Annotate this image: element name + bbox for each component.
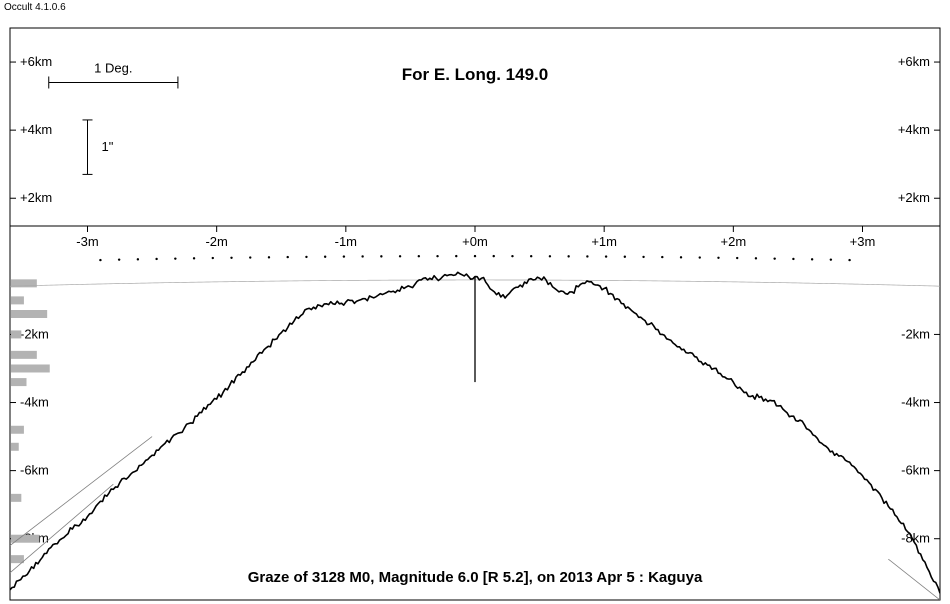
chart-title: For E. Long. 149.0 (402, 65, 548, 84)
svg-text:+2km: +2km (20, 190, 52, 205)
svg-text:+3m: +3m (850, 234, 876, 249)
svg-text:-1m: -1m (335, 234, 357, 249)
svg-text:-2km: -2km (901, 326, 930, 341)
svg-text:+6km: +6km (20, 54, 52, 69)
svg-text:+6km: +6km (898, 54, 930, 69)
svg-text:-4km: -4km (20, 395, 49, 410)
svg-text:+2m: +2m (721, 234, 747, 249)
svg-text:+1m: +1m (591, 234, 617, 249)
svg-text:+0m: +0m (462, 234, 488, 249)
svg-text:+2km: +2km (898, 190, 930, 205)
app-version: Occult 4.1.0.6 (4, 2, 66, 13)
svg-text:-2m: -2m (205, 234, 227, 249)
svg-text:-4km: -4km (901, 395, 930, 410)
svg-text:-6km: -6km (20, 463, 49, 478)
svg-text:-3m: -3m (76, 234, 98, 249)
svg-text:1 Deg.: 1 Deg. (94, 60, 132, 75)
chart-caption: Graze of 3128 M0, Magnitude 6.0 [R 5.2],… (248, 569, 703, 586)
svg-text:-2km: -2km (20, 326, 49, 341)
svg-text:+4km: +4km (20, 122, 52, 137)
svg-text:1": 1" (102, 139, 114, 154)
graze-plot: +6km +6km +4km +4km +2km +2km -2km -2km -4km -4km… (0, 0, 950, 604)
svg-text:-6km: -6km (901, 463, 930, 478)
svg-text:+4km: +4km (898, 122, 930, 137)
